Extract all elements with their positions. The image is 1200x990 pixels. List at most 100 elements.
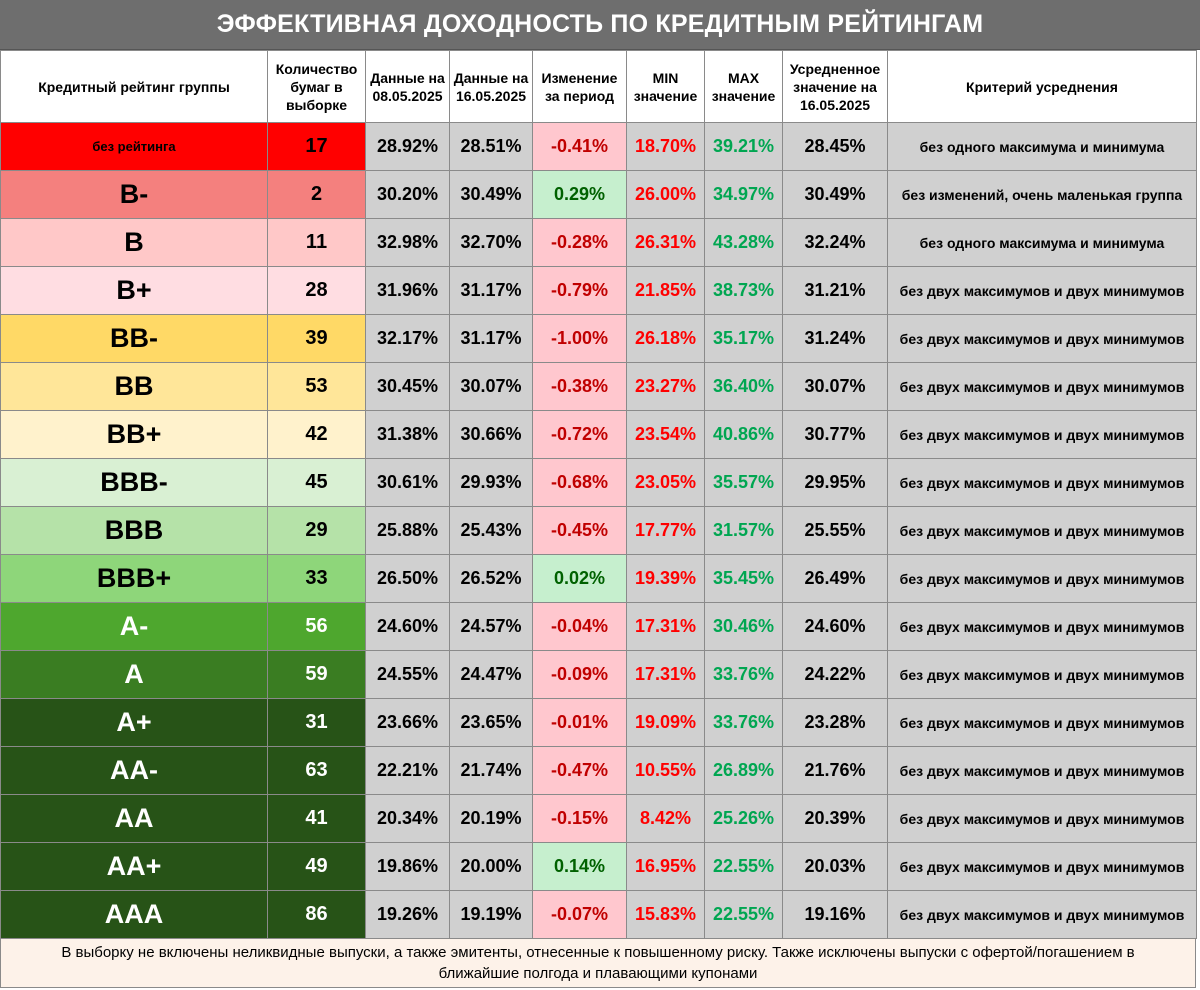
max-cell: 26.89% bbox=[704, 746, 783, 795]
criterion-cell: без двух максимумов и двух минимумов bbox=[887, 602, 1197, 651]
count-cell: 53 bbox=[267, 362, 366, 411]
change-cell: -1.00% bbox=[532, 314, 627, 363]
data-08-05-cell: 31.38% bbox=[365, 410, 450, 459]
min-cell: 23.05% bbox=[626, 458, 705, 507]
header-data-08-05: Данные на 08.05.2025 bbox=[365, 50, 450, 123]
header-min: MIN значение bbox=[626, 50, 705, 123]
count-cell: 39 bbox=[267, 314, 366, 363]
header-avg: Усредненное значение на 16.05.2025 bbox=[782, 50, 888, 123]
criterion-cell: без двух максимумов и двух минимумов bbox=[887, 698, 1197, 747]
max-cell: 30.46% bbox=[704, 602, 783, 651]
data-08-05-cell: 24.60% bbox=[365, 602, 450, 651]
min-cell: 23.27% bbox=[626, 362, 705, 411]
criterion-cell: без двух максимумов и двух минимумов bbox=[887, 650, 1197, 699]
header-row: Кредитный рейтинг группы Количество бума… bbox=[0, 50, 1197, 123]
count-cell: 49 bbox=[267, 842, 366, 891]
data-16-05-cell: 26.52% bbox=[449, 554, 533, 603]
change-cell: -0.09% bbox=[532, 650, 627, 699]
rating-cell: AA+ bbox=[0, 842, 268, 891]
rating-cell: B- bbox=[0, 170, 268, 219]
table-row: A+ 31 23.66% 23.65% -0.01% 19.09% 33.76% 23.28%… bbox=[0, 698, 1197, 747]
data-16-05-cell: 31.17% bbox=[449, 266, 533, 315]
min-cell: 15.83% bbox=[626, 890, 705, 939]
table-row: BB+ 42 31.38% 30.66% -0.72% 23.54% 40.86% 30.77… bbox=[0, 410, 1197, 459]
criterion-cell: без двух максимумов и двух минимумов bbox=[887, 794, 1197, 843]
data-08-05-cell: 19.26% bbox=[365, 890, 450, 939]
count-cell: 42 bbox=[267, 410, 366, 459]
max-cell: 31.57% bbox=[704, 506, 783, 555]
rating-cell: B bbox=[0, 218, 268, 267]
change-cell: -0.68% bbox=[532, 458, 627, 507]
change-cell: -0.28% bbox=[532, 218, 627, 267]
count-cell: 17 bbox=[267, 122, 366, 171]
table-row: AA+ 49 19.86% 20.00% 0.14% 16.95% 22.55% 20.03%… bbox=[0, 842, 1197, 891]
max-cell: 35.57% bbox=[704, 458, 783, 507]
count-cell: 56 bbox=[267, 602, 366, 651]
avg-cell: 26.49% bbox=[782, 554, 888, 603]
max-cell: 34.97% bbox=[704, 170, 783, 219]
avg-cell: 24.22% bbox=[782, 650, 888, 699]
rating-cell: B+ bbox=[0, 266, 268, 315]
data-16-05-cell: 25.43% bbox=[449, 506, 533, 555]
change-cell: 0.29% bbox=[532, 170, 627, 219]
min-cell: 17.31% bbox=[626, 602, 705, 651]
change-cell: -0.79% bbox=[532, 266, 627, 315]
data-16-05-cell: 21.74% bbox=[449, 746, 533, 795]
count-cell: 31 bbox=[267, 698, 366, 747]
data-16-05-cell: 23.65% bbox=[449, 698, 533, 747]
table-row: AAA 86 19.26% 19.19% -0.07% 15.83% 22.55% 19.16… bbox=[0, 890, 1197, 939]
data-08-05-cell: 25.88% bbox=[365, 506, 450, 555]
criterion-cell: без двух максимумов и двух минимумов bbox=[887, 314, 1197, 363]
data-08-05-cell: 30.20% bbox=[365, 170, 450, 219]
data-16-05-cell: 30.49% bbox=[449, 170, 533, 219]
max-cell: 39.21% bbox=[704, 122, 783, 171]
max-cell: 43.28% bbox=[704, 218, 783, 267]
data-16-05-cell: 24.47% bbox=[449, 650, 533, 699]
data-08-05-cell: 30.61% bbox=[365, 458, 450, 507]
avg-cell: 30.49% bbox=[782, 170, 888, 219]
min-cell: 17.77% bbox=[626, 506, 705, 555]
data-16-05-cell: 30.66% bbox=[449, 410, 533, 459]
change-cell: 0.14% bbox=[532, 842, 627, 891]
criterion-cell: без двух максимумов и двух минимумов bbox=[887, 458, 1197, 507]
max-cell: 35.45% bbox=[704, 554, 783, 603]
criterion-cell: без двух максимумов и двух минимумов bbox=[887, 890, 1197, 939]
count-cell: 59 bbox=[267, 650, 366, 699]
min-cell: 26.31% bbox=[626, 218, 705, 267]
min-cell: 17.31% bbox=[626, 650, 705, 699]
min-cell: 8.42% bbox=[626, 794, 705, 843]
rating-cell: BBB+ bbox=[0, 554, 268, 603]
min-cell: 19.09% bbox=[626, 698, 705, 747]
data-08-05-cell: 32.98% bbox=[365, 218, 450, 267]
table-row: B+ 28 31.96% 31.17% -0.79% 21.85% 38.73% 31.21%… bbox=[0, 266, 1197, 315]
count-cell: 28 bbox=[267, 266, 366, 315]
max-cell: 22.55% bbox=[704, 890, 783, 939]
footer-note: В выборку не включены неликвидные выпуск… bbox=[0, 938, 1196, 988]
max-cell: 33.76% bbox=[704, 650, 783, 699]
data-08-05-cell: 23.66% bbox=[365, 698, 450, 747]
change-cell: -0.01% bbox=[532, 698, 627, 747]
count-cell: 33 bbox=[267, 554, 366, 603]
criterion-cell: без двух максимумов и двух минимумов bbox=[887, 266, 1197, 315]
data-16-05-cell: 19.19% bbox=[449, 890, 533, 939]
min-cell: 23.54% bbox=[626, 410, 705, 459]
criterion-cell: без двух максимумов и двух минимумов bbox=[887, 410, 1197, 459]
criterion-cell: без двух максимумов и двух минимумов bbox=[887, 506, 1197, 555]
data-16-05-cell: 31.17% bbox=[449, 314, 533, 363]
table-row: BB 53 30.45% 30.07% -0.38% 23.27% 36.40% 30.07%… bbox=[0, 362, 1197, 411]
rating-cell: AA bbox=[0, 794, 268, 843]
change-cell: -0.04% bbox=[532, 602, 627, 651]
avg-cell: 25.55% bbox=[782, 506, 888, 555]
change-cell: -0.38% bbox=[532, 362, 627, 411]
data-16-05-cell: 20.19% bbox=[449, 794, 533, 843]
rating-cell: A+ bbox=[0, 698, 268, 747]
avg-cell: 24.60% bbox=[782, 602, 888, 651]
data-08-05-cell: 24.55% bbox=[365, 650, 450, 699]
avg-cell: 31.24% bbox=[782, 314, 888, 363]
data-08-05-cell: 26.50% bbox=[365, 554, 450, 603]
rating-cell: BBB bbox=[0, 506, 268, 555]
data-16-05-cell: 24.57% bbox=[449, 602, 533, 651]
avg-cell: 30.07% bbox=[782, 362, 888, 411]
change-cell: -0.72% bbox=[532, 410, 627, 459]
